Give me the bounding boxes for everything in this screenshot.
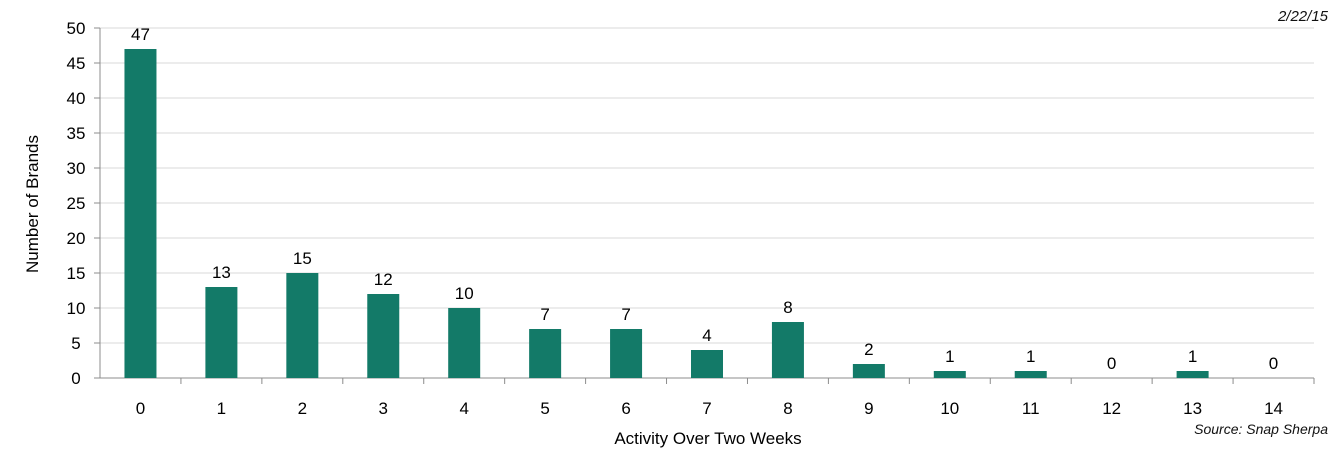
y-tick-label: 30 <box>67 159 86 178</box>
date-label: 2/22/15 <box>1277 8 1328 25</box>
bar-11 <box>1014 371 1047 378</box>
x-tick-label: 7 <box>702 399 711 418</box>
y-tick-label: 45 <box>67 54 86 73</box>
data-label-12: 0 <box>1107 354 1116 373</box>
data-label-0: 47 <box>131 25 150 44</box>
x-tick-label: 13 <box>1183 399 1202 418</box>
x-tick-label: 12 <box>1102 399 1121 418</box>
y-tick-label: 0 <box>71 369 80 388</box>
bar-1 <box>205 287 238 378</box>
x-axis-title: Activity Over Two Weeks <box>614 429 801 448</box>
x-tick-label: 14 <box>1264 399 1283 418</box>
data-label-1: 13 <box>212 263 231 282</box>
data-label-14: 0 <box>1269 354 1278 373</box>
data-label-11: 1 <box>1026 347 1035 366</box>
x-tick-label: 1 <box>217 399 226 418</box>
y-tick-label: 10 <box>67 299 86 318</box>
x-tick-label: 4 <box>459 399 468 418</box>
data-label-13: 1 <box>1188 347 1197 366</box>
y-tick-label: 20 <box>67 229 86 248</box>
data-label-2: 15 <box>293 249 312 268</box>
y-tick-label: 50 <box>67 19 86 38</box>
y-axis-title: Number of Brands <box>23 135 42 273</box>
data-label-5: 7 <box>540 305 549 324</box>
y-tick-label: 15 <box>67 264 86 283</box>
x-tick-label: 2 <box>298 399 307 418</box>
bar-8 <box>771 322 804 378</box>
bar-6 <box>610 329 643 378</box>
bar-2 <box>286 273 319 378</box>
y-tick-label: 25 <box>67 194 86 213</box>
x-tick-label: 0 <box>136 399 145 418</box>
x-tick-label: 11 <box>1022 399 1040 418</box>
data-label-8: 8 <box>783 298 792 317</box>
x-tick-label: 9 <box>864 399 873 418</box>
x-tick-label: 5 <box>540 399 549 418</box>
x-tick-label: 8 <box>783 399 792 418</box>
data-label-3: 12 <box>374 270 393 289</box>
data-label-6: 7 <box>621 305 630 324</box>
bars <box>124 49 1209 378</box>
data-label-10: 1 <box>945 347 954 366</box>
bar-7 <box>691 350 723 378</box>
y-tick-label: 5 <box>71 334 80 353</box>
data-label-9: 2 <box>864 340 873 359</box>
bar-5 <box>529 329 562 378</box>
bar-3 <box>367 294 400 378</box>
x-tick-label: 10 <box>940 399 959 418</box>
y-tick-label: 35 <box>67 124 86 143</box>
y-tick-label: 40 <box>67 89 86 108</box>
gridlines <box>100 27 1314 344</box>
bar-9 <box>852 364 885 378</box>
bar-10 <box>933 371 966 378</box>
bar-13 <box>1176 371 1209 378</box>
bar-0 <box>124 49 157 378</box>
data-label-4: 10 <box>455 284 474 303</box>
data-label-7: 4 <box>702 326 711 345</box>
bar-4 <box>448 308 481 378</box>
x-tick-label: 3 <box>379 399 388 418</box>
x-tick-label: 6 <box>621 399 630 418</box>
source-label: Source: Snap Sherpa <box>1194 421 1328 437</box>
